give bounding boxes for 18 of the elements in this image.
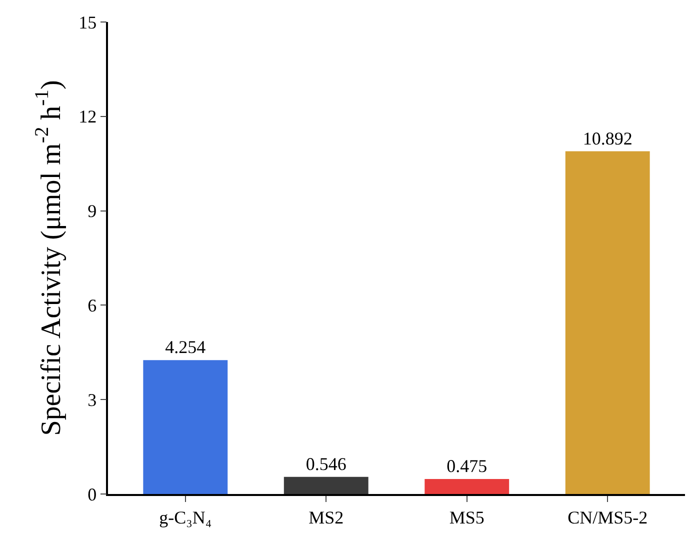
y-tick-label: 0 (88, 484, 97, 504)
x-tick-label: CN/MS5-2 (568, 507, 648, 528)
x-tick-label: MS5 (449, 507, 484, 528)
y-tick-label: 15 (78, 12, 97, 32)
data-label: 10.892 (582, 128, 632, 148)
bar (143, 360, 228, 494)
y-tick-label: 6 (88, 296, 97, 316)
data-label: 4.254 (165, 337, 206, 358)
y-tick-label: 3 (88, 390, 97, 410)
x-tick-label: MS2 (308, 507, 344, 528)
y-tick-label: 12 (78, 106, 97, 127)
bar (565, 151, 650, 494)
data-label: 0.546 (306, 454, 346, 474)
bar (284, 476, 368, 494)
x-tick-label: g-C₃N₄ (159, 507, 212, 528)
bar (424, 479, 510, 494)
data-label: 0.475 (446, 456, 488, 476)
y-tick-label: 9 (88, 201, 97, 222)
